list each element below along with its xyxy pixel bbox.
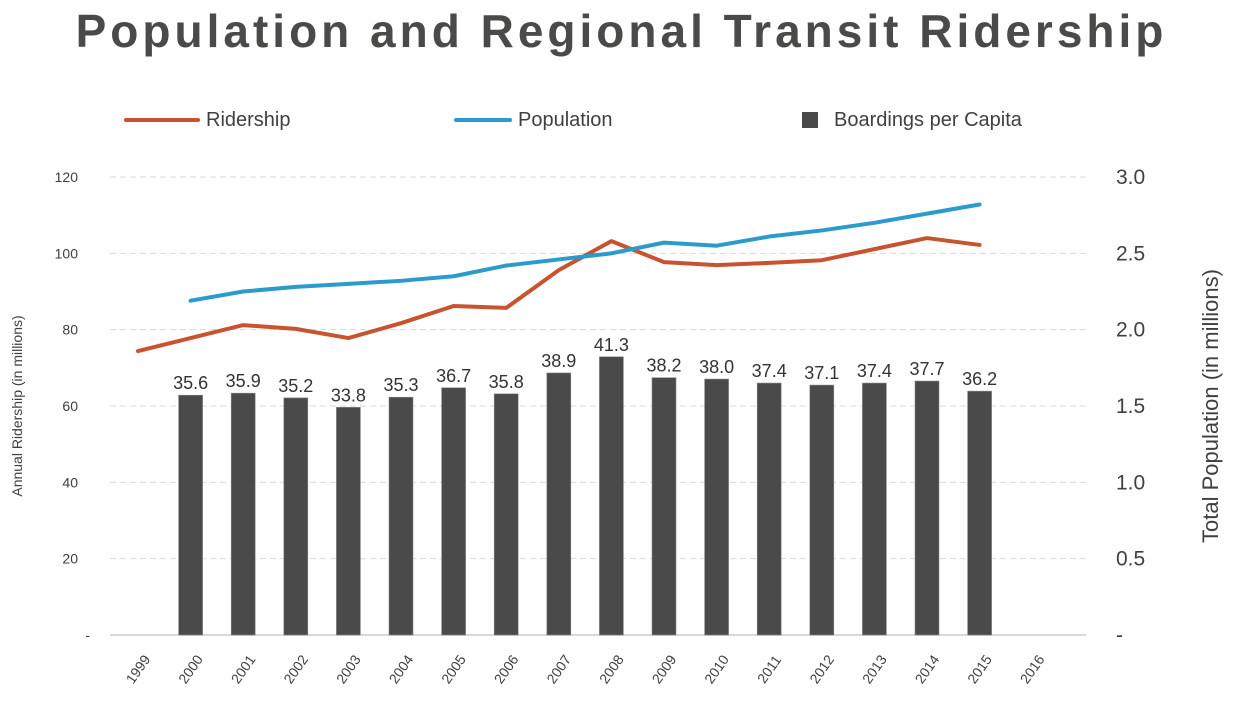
x-tick: 2001 — [228, 652, 259, 687]
bar-data-label: 37.1 — [804, 363, 839, 383]
bar-boardings — [336, 407, 361, 636]
bar-boardings — [178, 394, 203, 636]
y-axis-label-right: Total Population (in millions) — [1198, 269, 1223, 543]
bar-data-label: 33.8 — [331, 385, 366, 405]
bar-data-label: 36.7 — [436, 366, 471, 386]
x-tick: 2010 — [701, 652, 732, 687]
bar-boardings — [388, 396, 414, 636]
ridership-line — [136, 236, 982, 354]
bar-boardings — [756, 382, 782, 636]
x-tick: 2011 — [754, 652, 784, 686]
bar-boardings — [914, 380, 940, 636]
y-tick-right: 2.0 — [1116, 319, 1145, 342]
bar-boardings — [283, 397, 309, 636]
y-tick-left: - — [85, 627, 90, 643]
bar-data-label: 35.6 — [173, 373, 208, 393]
y-tick-right: 1.0 — [1116, 471, 1145, 494]
bar-boardings — [967, 390, 992, 636]
bar-boardings — [493, 393, 519, 636]
x-tick: 2004 — [385, 652, 416, 687]
legend-label-population: Population — [518, 108, 613, 131]
x-tick: 2012 — [806, 652, 837, 687]
y-tick-right: 2.5 — [1116, 242, 1145, 265]
y-tick-right: - — [1116, 624, 1123, 647]
bar-boardings — [230, 392, 256, 636]
bar-data-label: 38.9 — [541, 351, 576, 371]
x-tick: 2013 — [859, 652, 890, 687]
legend-label-boardings: Boardings per Capita — [834, 108, 1022, 131]
legend-item-ridership: Ridership — [124, 106, 290, 134]
population-legend-swatch — [454, 118, 512, 122]
x-tick: 2015 — [964, 652, 995, 687]
bar-data-label: 35.9 — [226, 371, 261, 391]
ridership-legend-swatch — [124, 118, 200, 122]
y-tick-left: 40 — [62, 474, 78, 490]
bar-boardings — [704, 378, 729, 636]
x-tick: 2005 — [438, 652, 469, 687]
bar-data-label: 38.2 — [646, 356, 681, 376]
legend-label-ridership: Ridership — [206, 108, 291, 131]
bar-boardings — [546, 372, 572, 636]
y-axis-label-left: Annual Ridership (in millions) — [9, 315, 25, 496]
chart-title: Population and Regional Transit Ridershi… — [75, 5, 1168, 57]
legend-item-population: Population — [454, 106, 613, 134]
x-tick: 2009 — [648, 652, 679, 687]
population-line — [188, 202, 982, 303]
bar-data-label: 37.4 — [752, 361, 787, 381]
y-tick-left: 120 — [55, 169, 79, 185]
y-tick-right: 1.5 — [1116, 395, 1145, 418]
x-tick: 2008 — [596, 652, 627, 687]
x-tick: 2003 — [333, 652, 364, 687]
bar-data-label: 35.3 — [383, 375, 418, 395]
x-tick: 2014 — [911, 652, 942, 687]
y-tick-right: 3.0 — [1116, 166, 1145, 189]
x-tick: 2002 — [280, 652, 311, 687]
bar-data-label: 35.2 — [278, 376, 313, 396]
y-tick-left: 80 — [62, 322, 78, 338]
bar-data-label: 37.7 — [909, 359, 944, 379]
y-tick-left: 60 — [62, 398, 78, 414]
boardings-legend-swatch — [802, 112, 818, 128]
x-tick: 2006 — [491, 652, 522, 687]
bar-boardings — [651, 377, 677, 636]
y-tick-left: 100 — [55, 245, 79, 261]
bar-data-label: 37.4 — [857, 361, 892, 381]
y-tick-left: 20 — [62, 551, 78, 567]
bar-data-label: 38.0 — [699, 357, 734, 377]
bar-boardings — [599, 356, 624, 636]
y-tick-right: 0.5 — [1116, 548, 1145, 571]
x-tick: 2016 — [1017, 652, 1048, 687]
bar-boardings — [809, 384, 835, 636]
x-tick: 2007 — [543, 652, 574, 687]
x-tick: 2000 — [175, 652, 206, 687]
bar-boardings — [862, 382, 887, 636]
x-tick: 1999 — [122, 652, 153, 687]
bar-data-label: 35.8 — [489, 372, 524, 392]
bar-data-label: 36.2 — [962, 369, 997, 389]
bar-boardings — [441, 387, 466, 636]
legend-item-boardings: Boardings per Capita — [802, 106, 1022, 134]
bar-data-label: 41.3 — [594, 335, 629, 355]
